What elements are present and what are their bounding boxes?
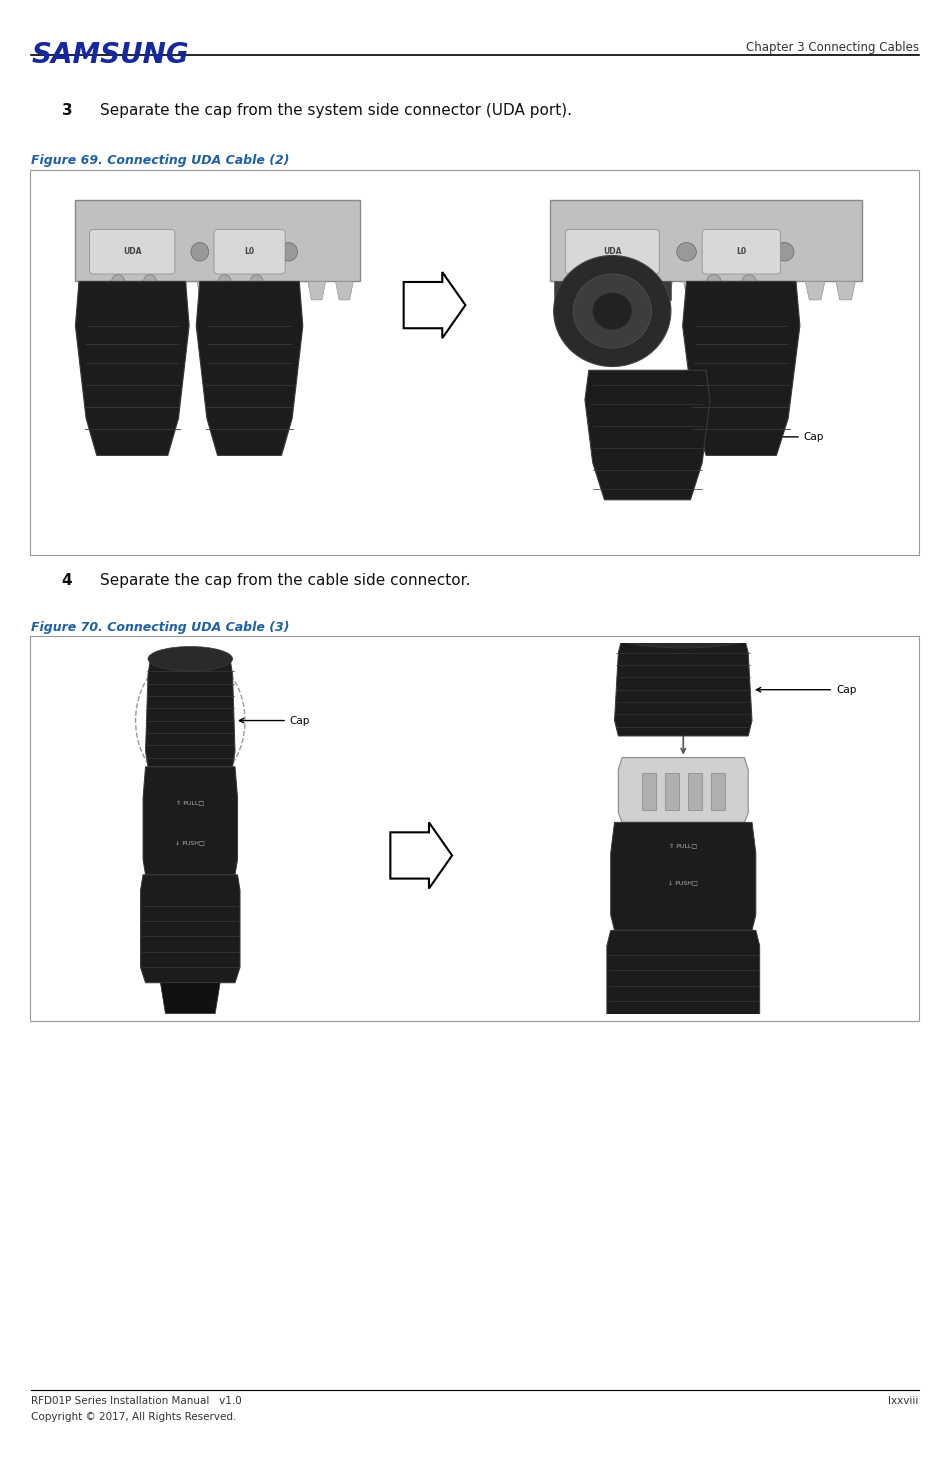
Polygon shape <box>141 876 240 983</box>
Circle shape <box>593 292 632 329</box>
FancyBboxPatch shape <box>702 229 780 275</box>
Text: Chapter 3 Connecting Cables: Chapter 3 Connecting Cables <box>746 41 919 54</box>
Polygon shape <box>197 282 215 300</box>
Text: UDA: UDA <box>124 247 142 256</box>
Polygon shape <box>253 282 270 300</box>
Polygon shape <box>615 638 752 736</box>
Bar <box>711 773 725 809</box>
Polygon shape <box>713 282 733 300</box>
Polygon shape <box>197 282 303 455</box>
Polygon shape <box>653 282 673 300</box>
Text: ↓ PUSH□: ↓ PUSH□ <box>669 881 698 887</box>
Circle shape <box>590 275 603 288</box>
Bar <box>665 773 678 809</box>
Polygon shape <box>683 282 703 300</box>
Text: Figure 70. Connecting UDA Cable (3): Figure 70. Connecting UDA Cable (3) <box>31 621 290 635</box>
Text: Copyright © 2017, All Rights Reserved.: Copyright © 2017, All Rights Reserved. <box>31 1412 237 1422</box>
Circle shape <box>218 275 231 288</box>
Polygon shape <box>592 282 612 300</box>
Polygon shape <box>806 282 825 300</box>
Circle shape <box>707 275 721 288</box>
Text: lxxviii: lxxviii <box>888 1396 919 1406</box>
Polygon shape <box>618 758 749 823</box>
Circle shape <box>580 242 598 261</box>
Polygon shape <box>145 658 235 767</box>
Text: RFD01P Series Installation Manual   v1.0: RFD01P Series Installation Manual v1.0 <box>31 1396 242 1406</box>
Polygon shape <box>607 930 760 1039</box>
Ellipse shape <box>148 646 233 671</box>
Polygon shape <box>86 282 104 300</box>
Text: 3: 3 <box>62 103 72 118</box>
Polygon shape <box>114 282 131 300</box>
Text: SAMSUNG: SAMSUNG <box>31 41 189 69</box>
Polygon shape <box>161 983 220 1014</box>
Polygon shape <box>224 282 242 300</box>
Text: UDA: UDA <box>603 247 621 256</box>
Polygon shape <box>585 370 710 499</box>
FancyBboxPatch shape <box>89 229 175 275</box>
Text: Separate the cap from the cable side connector.: Separate the cap from the cable side con… <box>100 573 470 588</box>
Polygon shape <box>775 282 794 300</box>
Circle shape <box>573 275 652 348</box>
Polygon shape <box>404 272 466 338</box>
FancyBboxPatch shape <box>214 229 285 275</box>
Polygon shape <box>745 282 764 300</box>
FancyBboxPatch shape <box>565 229 659 275</box>
Polygon shape <box>143 767 238 876</box>
Polygon shape <box>683 282 800 455</box>
Bar <box>30 170 919 555</box>
Text: ⇑ PULL□: ⇑ PULL□ <box>669 845 697 849</box>
Polygon shape <box>142 282 160 300</box>
Circle shape <box>676 242 696 261</box>
Bar <box>30 636 919 1021</box>
Circle shape <box>102 242 120 261</box>
Text: Figure 69. Connecting UDA Cable (2): Figure 69. Connecting UDA Cable (2) <box>31 154 290 167</box>
Polygon shape <box>637 1039 729 1064</box>
Circle shape <box>774 242 794 261</box>
Polygon shape <box>335 282 353 300</box>
Polygon shape <box>390 823 452 889</box>
Polygon shape <box>280 282 298 300</box>
Circle shape <box>191 242 209 261</box>
Text: ⇑ PULL□: ⇑ PULL□ <box>176 801 204 806</box>
Text: Cap: Cap <box>239 715 310 726</box>
Text: Separate the cap from the system side connector (UDA port).: Separate the cap from the system side co… <box>100 103 572 118</box>
Polygon shape <box>308 282 326 300</box>
Circle shape <box>279 242 297 261</box>
Circle shape <box>112 275 124 288</box>
Bar <box>642 773 656 809</box>
Polygon shape <box>561 282 581 300</box>
Circle shape <box>554 256 671 367</box>
Circle shape <box>625 275 638 288</box>
Text: Cap: Cap <box>756 685 856 695</box>
Bar <box>550 200 863 282</box>
Text: ↓ PUSH□: ↓ PUSH□ <box>176 842 205 846</box>
Text: Cap: Cap <box>711 432 825 442</box>
Polygon shape <box>554 282 671 300</box>
Ellipse shape <box>618 626 749 648</box>
Circle shape <box>250 275 263 288</box>
Polygon shape <box>169 282 187 300</box>
Circle shape <box>143 275 157 288</box>
Text: 4: 4 <box>62 573 72 588</box>
Polygon shape <box>611 823 756 930</box>
Polygon shape <box>75 282 189 455</box>
Bar <box>75 200 360 282</box>
Text: L0: L0 <box>244 247 255 256</box>
Bar <box>688 773 702 809</box>
Circle shape <box>742 275 756 288</box>
Text: L0: L0 <box>736 247 747 256</box>
Polygon shape <box>836 282 855 300</box>
Polygon shape <box>622 282 642 300</box>
